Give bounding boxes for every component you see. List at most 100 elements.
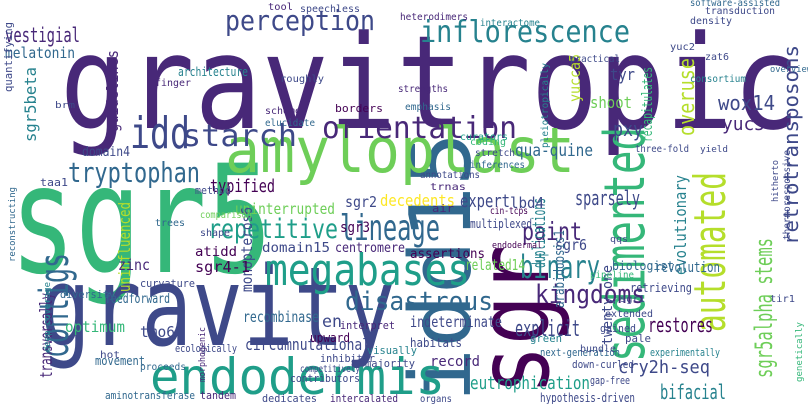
word: circumnutational — [245, 335, 370, 354]
word: lbd4 — [510, 194, 544, 212]
word: genetically — [795, 321, 805, 382]
word: endodermal — [492, 241, 542, 251]
word: en — [322, 312, 342, 332]
word: orientation — [322, 111, 517, 146]
word: finger — [155, 78, 191, 89]
word: extended — [605, 309, 653, 320]
word: feedforward — [105, 292, 170, 307]
word: atidd — [195, 245, 237, 260]
word: upward — [310, 331, 350, 345]
word: duplications — [529, 198, 550, 268]
word: overuse — [675, 58, 700, 136]
word: stretch — [475, 148, 515, 159]
word: yucca5 — [566, 54, 584, 102]
word: lineage — [340, 208, 440, 249]
word: ecologically — [175, 342, 237, 355]
word: experimentally — [650, 346, 720, 359]
word: architecture — [178, 65, 248, 79]
word: three-fold — [635, 144, 689, 155]
word: record — [430, 354, 480, 370]
word: contigs — [32, 253, 78, 358]
word: quantifying — [2, 22, 15, 92]
word: sgr4-1 — [195, 258, 250, 276]
word: speechless — [300, 4, 360, 15]
word: deep-coverage — [43, 282, 53, 352]
word: brm — [55, 101, 75, 111]
word: annotations — [420, 170, 480, 181]
word: biologist — [612, 259, 674, 273]
word: tyr — [610, 65, 635, 84]
word: retrieving — [630, 281, 692, 295]
word: pxy — [613, 117, 643, 141]
word: amyloplast — [225, 114, 575, 187]
word: sgr6 — [555, 236, 587, 254]
word: recombinase — [243, 308, 319, 326]
word: competitively — [300, 364, 360, 375]
word: yuc2 — [670, 42, 695, 53]
word: interactome — [480, 18, 540, 29]
word: monopteros6 — [238, 207, 256, 292]
word: inhibitor — [320, 352, 375, 365]
word: yuc5 — [722, 114, 765, 135]
word: gap-free — [590, 374, 630, 387]
word: morphogenic — [198, 327, 208, 382]
word: comparison — [200, 210, 252, 221]
word: sgr5beta — [21, 67, 40, 142]
word: contributors — [290, 372, 360, 385]
word: inflorescence — [420, 15, 630, 50]
word: organs — [420, 394, 452, 404]
word: related14 — [465, 256, 525, 274]
word: next-generation — [540, 346, 620, 359]
word: sgr5alpha stems — [750, 238, 778, 378]
word: sgr5 — [10, 134, 272, 308]
word: transversally — [37, 293, 57, 378]
word: trnas — [430, 182, 466, 193]
word: arabidopsis1 — [552, 230, 568, 308]
word: eutrophication — [470, 373, 590, 394]
word: diversity — [60, 288, 115, 301]
word: optimum — [65, 318, 125, 336]
word: explicit — [515, 317, 580, 342]
word: movement — [95, 354, 145, 368]
word: overview — [770, 65, 808, 75]
word: zinc — [118, 256, 150, 274]
word: sgr — [455, 245, 572, 395]
word: visually — [367, 344, 417, 357]
word: paint — [522, 217, 582, 246]
word: restores — [648, 313, 713, 337]
word: decedents — [380, 191, 455, 210]
word: assertions — [410, 247, 485, 262]
word: tryptophan — [68, 156, 200, 189]
word: shape — [200, 228, 230, 239]
word: evolutionary — [671, 175, 690, 275]
word: sgr2 — [345, 193, 377, 211]
word: sparsely — [575, 186, 640, 210]
word: domain15 — [262, 241, 330, 256]
word: majority — [365, 357, 415, 370]
word: pipeline — [590, 270, 634, 281]
word: density — [690, 16, 732, 27]
word: tmo6 — [140, 323, 175, 341]
word: perception — [225, 4, 375, 37]
word: idd — [130, 108, 190, 159]
word: thermoresponsive — [782, 150, 793, 240]
word: wox14 — [718, 91, 775, 115]
word: aminotransferase — [105, 389, 195, 402]
word: gravitropic — [60, 7, 800, 159]
word: cry2h-seq — [618, 357, 710, 378]
word: tandem — [200, 389, 236, 402]
word: qqs — [610, 235, 628, 245]
word: vestigial — [5, 23, 80, 47]
word: method — [195, 184, 231, 197]
word: elucidate — [265, 118, 315, 129]
word: twenty-one — [600, 265, 616, 345]
word: intercalated — [330, 392, 398, 404]
word: retrotransposons — [779, 45, 803, 245]
word: curators — [460, 132, 508, 143]
word: pleiotropically — [540, 63, 551, 148]
word: indeterminate — [410, 313, 502, 331]
word: endodermis — [150, 348, 445, 404]
word: gravity — [40, 243, 395, 371]
